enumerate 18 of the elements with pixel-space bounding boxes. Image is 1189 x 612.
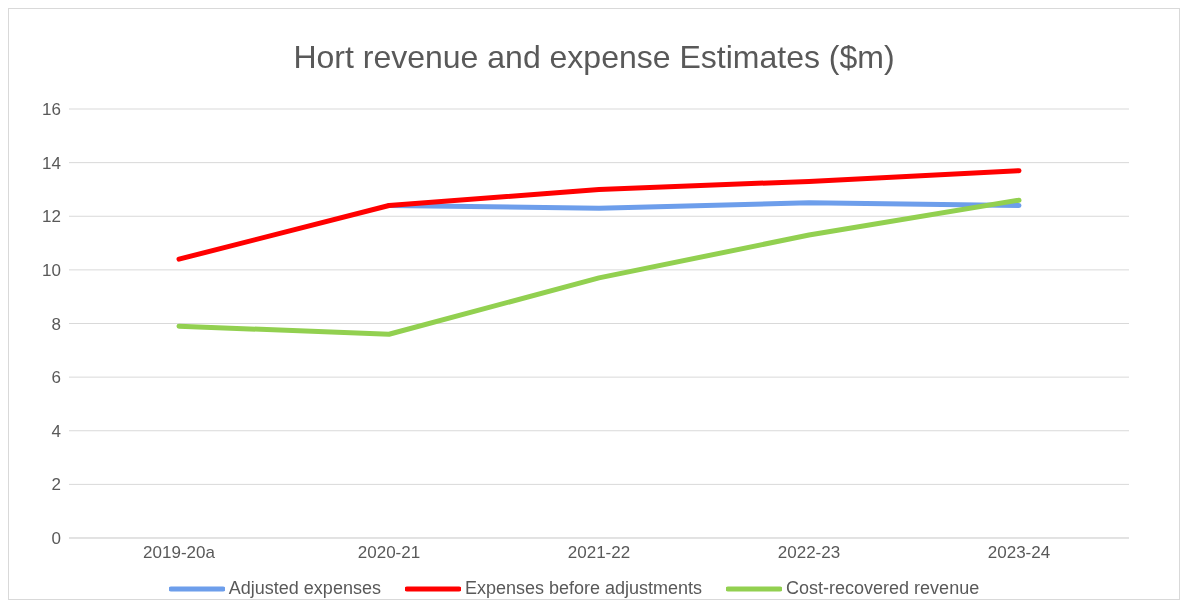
chart-title: Hort revenue and expense Estimates ($m) bbox=[292, 38, 896, 77]
y-tick-label: 12 bbox=[42, 207, 61, 227]
x-tick-label: 2023-24 bbox=[987, 543, 1051, 563]
x-tick-label: 2021-22 bbox=[567, 543, 631, 563]
x-tick-label: 2020-21 bbox=[357, 543, 421, 563]
legend-label: Cost-recovered revenue bbox=[786, 578, 980, 599]
y-tick-label: 2 bbox=[51, 475, 61, 495]
y-tick-label: 6 bbox=[51, 368, 61, 388]
legend-label: Adjusted expenses bbox=[228, 578, 381, 599]
y-tick-label: 0 bbox=[51, 529, 61, 549]
y-tick-label: 8 bbox=[51, 314, 61, 334]
y-tick-label: 16 bbox=[42, 100, 61, 120]
x-tick-label: 2022-23 bbox=[777, 543, 841, 563]
y-tick-label: 10 bbox=[42, 260, 61, 280]
y-tick-label: 4 bbox=[51, 421, 61, 441]
y-tick-label: 14 bbox=[42, 153, 61, 173]
legend-label: Expenses before adjustments bbox=[464, 578, 703, 599]
x-tick-label: 2019-20a bbox=[143, 543, 216, 563]
